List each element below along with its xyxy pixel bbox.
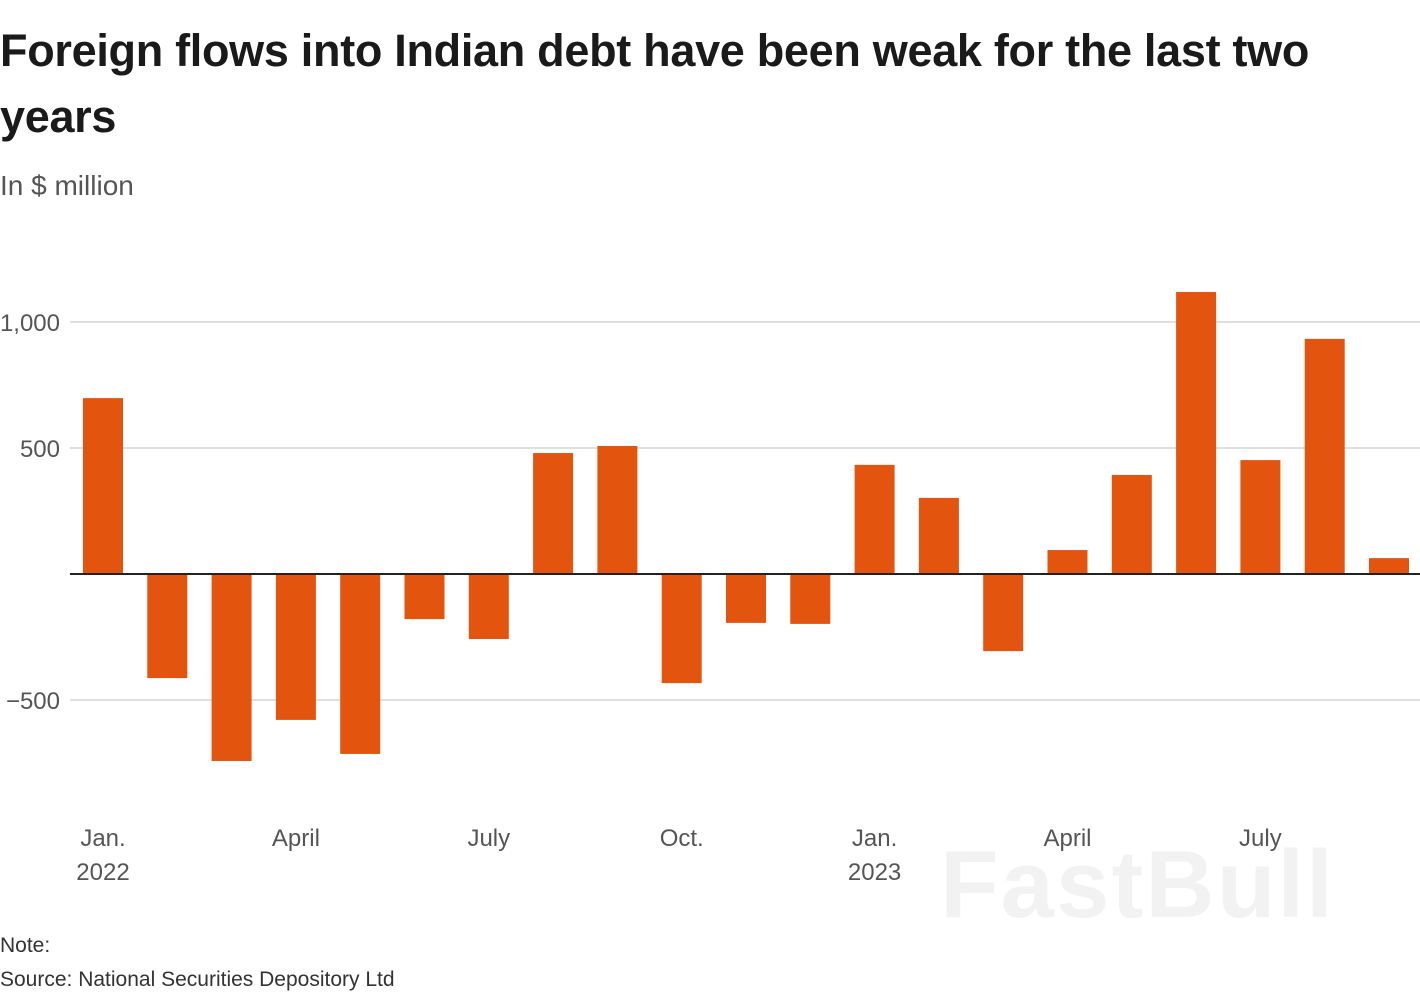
bar-2022-08 [533, 453, 574, 574]
bar-2022-07 [468, 574, 509, 640]
x-tick-label: July [1239, 825, 1282, 852]
bar-2023-03 [983, 574, 1024, 652]
bar-2022-10 [661, 574, 702, 684]
bar-2022-04 [275, 574, 316, 720]
x-tick-label: April [1043, 825, 1091, 852]
watermark-logo: FastBull [940, 831, 1335, 938]
bar-2023-05 [1111, 474, 1152, 574]
bars [83, 292, 1409, 761]
y-tick-label: −500 [6, 688, 60, 715]
bar-2023-07 [1240, 460, 1281, 574]
chart-note: Note: [0, 934, 51, 957]
bar-2022-09 [597, 445, 638, 574]
x-tick-labels: Jan. 2022 April July Oct. Jan. 2023 April July [76, 825, 1281, 886]
bar-2022-06 [404, 574, 445, 620]
bar-2023-01 [854, 464, 895, 574]
bar-2023-06 [1176, 292, 1217, 574]
y-tick-label: 1,000 [0, 310, 60, 337]
bar-2022-11 [726, 574, 766, 623]
chart-source: Source: National Securities Depository L… [0, 968, 395, 991]
x-tick-label: Jan. [80, 825, 125, 852]
chart-title: Foreign flows into Indian debt have been… [0, 25, 1310, 142]
bar-2022-03 [211, 574, 252, 761]
bar-2022-01 [83, 398, 123, 574]
x-tick-label: April [272, 825, 320, 852]
bar-2023-02 [918, 497, 959, 574]
chart-subtitle: In $ million [0, 170, 134, 201]
bar-2022-02 [147, 574, 188, 679]
y-tick-label: 500 [20, 436, 60, 463]
bar-2023-04 [1047, 550, 1088, 574]
x-tick-label: Oct. [660, 825, 704, 852]
x-tick-year-label: 2022 [76, 859, 129, 886]
bar-2022-12 [790, 574, 831, 624]
bar-2023-09 [1369, 558, 1409, 574]
x-tick-label: Jan. [852, 825, 897, 852]
x-tick-label: July [467, 825, 510, 852]
bar-2023-08 [1304, 338, 1345, 574]
bar-2022-05 [340, 574, 381, 754]
x-tick-year-label: 2023 [848, 859, 901, 886]
